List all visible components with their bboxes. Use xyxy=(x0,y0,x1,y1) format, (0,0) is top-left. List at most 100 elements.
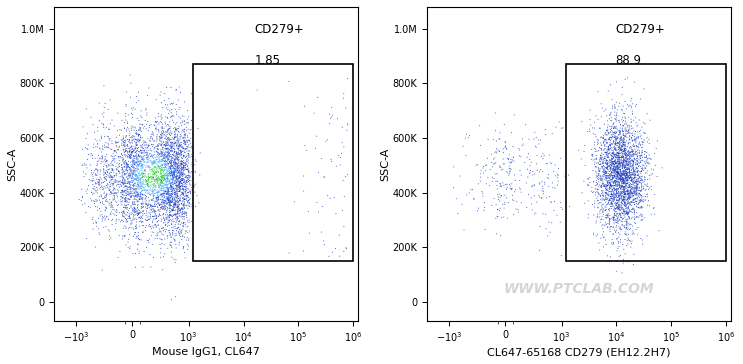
Point xyxy=(132,205,143,210)
Point xyxy=(613,151,625,157)
Point xyxy=(158,177,169,183)
Point xyxy=(162,137,174,143)
Point xyxy=(508,158,520,164)
Point xyxy=(626,138,638,143)
Point xyxy=(609,211,620,217)
Point xyxy=(161,115,173,121)
Point xyxy=(140,126,152,132)
Point xyxy=(107,163,119,169)
Point xyxy=(537,156,549,162)
Point xyxy=(178,145,189,151)
Point xyxy=(174,213,186,219)
Point xyxy=(123,197,135,202)
Point xyxy=(187,214,199,220)
Point xyxy=(614,159,626,165)
Point xyxy=(157,183,169,189)
Point xyxy=(134,153,146,159)
Point xyxy=(623,191,635,197)
Point xyxy=(545,199,557,205)
Point xyxy=(175,209,186,215)
Point xyxy=(620,183,632,189)
Point xyxy=(623,162,635,168)
Point xyxy=(625,170,637,175)
Point xyxy=(610,163,622,169)
Point xyxy=(106,138,118,144)
Point xyxy=(128,153,140,159)
Point xyxy=(641,194,653,200)
Point xyxy=(98,183,110,189)
Point xyxy=(126,149,138,154)
Point xyxy=(178,197,190,202)
Point xyxy=(584,180,596,186)
Point xyxy=(606,191,617,197)
Point xyxy=(160,226,172,232)
Point xyxy=(617,211,629,217)
Point xyxy=(172,193,184,199)
Point xyxy=(158,142,169,148)
Point xyxy=(125,155,137,161)
Point xyxy=(98,202,110,207)
Point xyxy=(633,145,645,151)
Point xyxy=(174,140,186,146)
Point xyxy=(597,159,609,165)
Point xyxy=(589,186,601,192)
Point xyxy=(98,104,110,110)
Point xyxy=(624,188,636,194)
Point xyxy=(128,105,140,111)
Point xyxy=(148,178,160,184)
Point xyxy=(527,169,539,174)
Point xyxy=(163,157,175,162)
Point xyxy=(162,195,174,201)
Point xyxy=(621,227,633,233)
Point xyxy=(600,187,612,193)
Point xyxy=(616,209,628,215)
Point xyxy=(178,147,190,153)
Point xyxy=(140,164,152,170)
Point xyxy=(120,196,132,202)
Point xyxy=(169,157,181,162)
Point xyxy=(147,167,159,173)
Point xyxy=(137,140,149,146)
Point xyxy=(603,151,614,157)
Point xyxy=(623,170,635,176)
Point xyxy=(607,191,619,197)
Point xyxy=(617,172,629,178)
Point xyxy=(618,151,630,157)
Point xyxy=(597,166,609,171)
Point xyxy=(629,173,640,178)
Point xyxy=(490,128,502,134)
Point xyxy=(131,217,143,222)
Point xyxy=(142,178,154,183)
Point xyxy=(611,113,623,119)
Point xyxy=(595,235,607,241)
Point xyxy=(608,179,620,185)
Point xyxy=(137,264,149,270)
Point xyxy=(621,216,633,222)
Point xyxy=(150,187,162,193)
Point xyxy=(98,83,110,89)
Point xyxy=(100,207,111,213)
Point xyxy=(124,151,136,157)
Point xyxy=(126,190,137,196)
Point xyxy=(615,218,627,224)
Point xyxy=(616,205,628,211)
Point xyxy=(630,185,642,191)
Point xyxy=(163,206,175,211)
Point xyxy=(603,192,614,198)
Point xyxy=(167,185,179,191)
Point xyxy=(133,173,145,179)
Point xyxy=(614,100,626,106)
Point xyxy=(606,177,617,183)
Point xyxy=(177,216,189,222)
Point xyxy=(131,143,143,149)
Point xyxy=(609,165,621,171)
Point xyxy=(118,157,130,163)
Point xyxy=(123,153,135,158)
Point xyxy=(127,177,139,183)
Point xyxy=(531,153,543,158)
Point xyxy=(185,218,197,224)
Point xyxy=(139,166,151,172)
Point xyxy=(166,131,178,137)
Point xyxy=(617,165,629,171)
Point xyxy=(127,161,139,166)
